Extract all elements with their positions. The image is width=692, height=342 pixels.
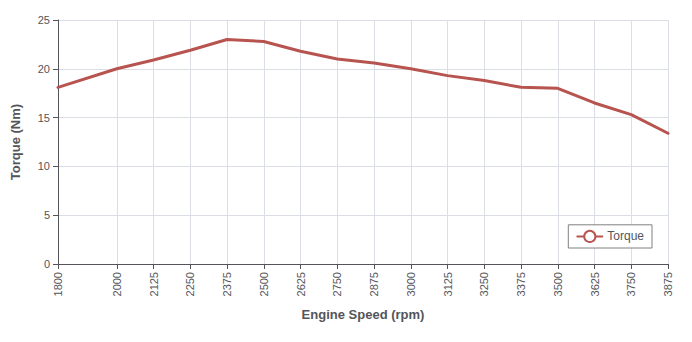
svg-text:2875: 2875 <box>368 272 380 296</box>
svg-text:2375: 2375 <box>221 272 233 296</box>
svg-text:3625: 3625 <box>589 272 601 296</box>
svg-text:3750: 3750 <box>625 272 637 296</box>
svg-text:Torque: Torque <box>607 229 644 243</box>
svg-text:3375: 3375 <box>515 272 527 296</box>
svg-text:3000: 3000 <box>405 272 417 296</box>
svg-text:10: 10 <box>38 160 50 172</box>
svg-text:1800: 1800 <box>52 272 64 296</box>
svg-text:20: 20 <box>38 63 50 75</box>
svg-text:2000: 2000 <box>111 272 123 296</box>
svg-text:15: 15 <box>38 112 50 124</box>
svg-text:3250: 3250 <box>478 272 490 296</box>
svg-text:2625: 2625 <box>295 272 307 296</box>
svg-text:2250: 2250 <box>184 272 196 296</box>
svg-text:Torque (Nm): Torque (Nm) <box>8 104 23 180</box>
svg-text:0: 0 <box>44 258 50 270</box>
svg-text:3500: 3500 <box>552 272 564 296</box>
svg-text:5: 5 <box>44 209 50 221</box>
svg-text:2750: 2750 <box>331 272 343 296</box>
svg-text:3875: 3875 <box>662 272 674 296</box>
svg-text:2125: 2125 <box>148 272 160 296</box>
svg-text:2500: 2500 <box>258 272 270 296</box>
svg-text:25: 25 <box>38 14 50 26</box>
svg-text:Engine Speed (rpm): Engine Speed (rpm) <box>302 307 425 322</box>
svg-text:3125: 3125 <box>442 272 454 296</box>
